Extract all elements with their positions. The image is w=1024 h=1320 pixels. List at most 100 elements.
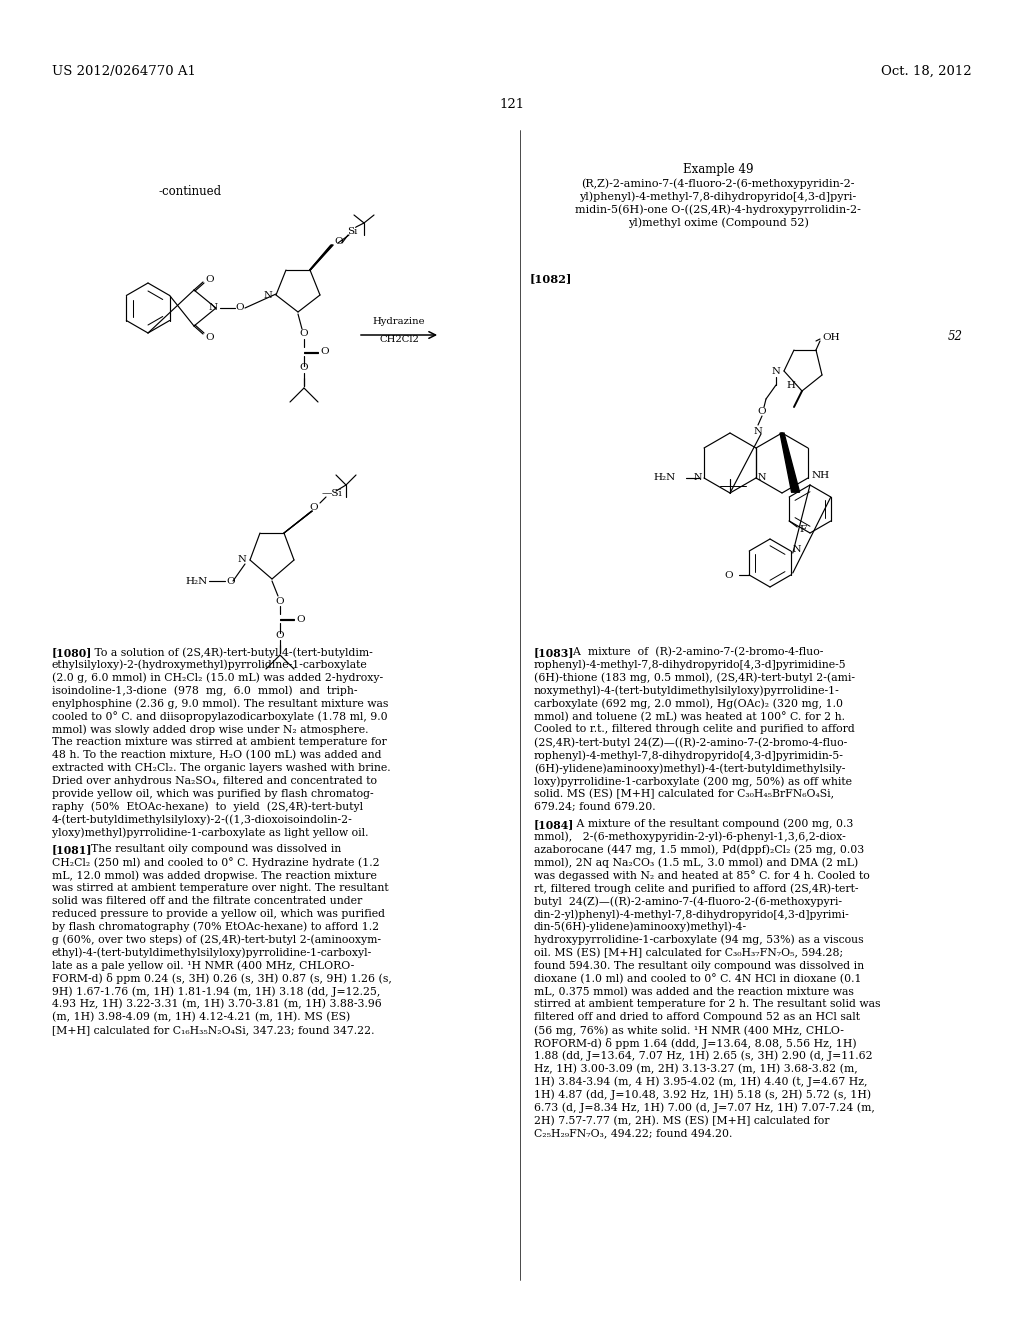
- Text: mmol) was slowly added drop wise under N₂ atmosphere.: mmol) was slowly added drop wise under N…: [52, 725, 369, 735]
- Text: (56 mg, 76%) as white solid. ¹H NMR (400 MHz, CHLO-: (56 mg, 76%) as white solid. ¹H NMR (400…: [534, 1026, 844, 1036]
- Text: mmol),   2-(6-methoxypyridin-2-yl)-6-phenyl-1,3,6,2-diox-: mmol), 2-(6-methoxypyridin-2-yl)-6-pheny…: [534, 832, 846, 842]
- Text: [M+H] calculated for C₁₆H₃₅N₂O₄Si, 347.23; found 347.22.: [M+H] calculated for C₁₆H₃₅N₂O₄Si, 347.2…: [52, 1026, 375, 1035]
- Text: F: F: [799, 524, 806, 533]
- Text: midin-5(6H)-one O-((2S,4R)-4-hydroxypyrrolidin-2-: midin-5(6H)-one O-((2S,4R)-4-hydroxypyrr…: [575, 205, 861, 215]
- Text: noxymethyl)-4-(tert-butyldimethylsilyloxy)pyrrolidine-1-: noxymethyl)-4-(tert-butyldimethylsilylox…: [534, 685, 840, 696]
- Text: N: N: [209, 304, 217, 313]
- Polygon shape: [780, 433, 800, 492]
- Text: C₂₅H₂₉FN₇O₃, 494.22; found 494.20.: C₂₅H₂₉FN₇O₃, 494.22; found 494.20.: [534, 1129, 732, 1138]
- Text: [1080]: [1080]: [52, 647, 92, 657]
- Text: N: N: [238, 556, 246, 565]
- Text: O: O: [296, 615, 304, 623]
- Text: yl)methyl oxime (Compound 52): yl)methyl oxime (Compound 52): [628, 216, 808, 227]
- Text: H: H: [786, 380, 795, 389]
- Text: rophenyl)-4-methyl-7,8-dihydropyrido[4,3-d]pyrimidine-5: rophenyl)-4-methyl-7,8-dihydropyrido[4,3…: [534, 660, 847, 671]
- Text: 4.93 Hz, 1H) 3.22-3.31 (m, 1H) 3.70-3.81 (m, 1H) 3.88-3.96: 4.93 Hz, 1H) 3.22-3.31 (m, 1H) 3.70-3.81…: [52, 999, 382, 1010]
- Text: found 594.30. The resultant oily compound was dissolved in: found 594.30. The resultant oily compoun…: [534, 961, 864, 970]
- Text: 52: 52: [948, 330, 963, 343]
- Text: 9H) 1.67-1.76 (m, 1H) 1.81-1.94 (m, 1H) 3.18 (dd, J=12.25,: 9H) 1.67-1.76 (m, 1H) 1.81-1.94 (m, 1H) …: [52, 986, 380, 997]
- Text: [1084]: [1084]: [534, 818, 574, 830]
- Text: 48 h. To the reaction mixture, H₂O (100 mL) was added and: 48 h. To the reaction mixture, H₂O (100 …: [52, 750, 382, 760]
- Text: [1082]: [1082]: [530, 273, 572, 284]
- Text: Si: Si: [347, 227, 357, 235]
- Text: (R,Z)-2-amino-7-(4-fluoro-2-(6-methoxypyridin-2-: (R,Z)-2-amino-7-(4-fluoro-2-(6-methoxypy…: [582, 178, 855, 189]
- Text: oil. MS (ES) [M+H] calculated for C₃₀H₃₇FN₇O₅, 594.28;: oil. MS (ES) [M+H] calculated for C₃₀H₃₇…: [534, 948, 843, 958]
- Text: reduced pressure to provide a yellow oil, which was purified: reduced pressure to provide a yellow oil…: [52, 909, 385, 919]
- Text: O: O: [226, 577, 236, 586]
- Text: 2H) 7.57-7.77 (m, 2H). MS (ES) [M+H] calculated for: 2H) 7.57-7.77 (m, 2H). MS (ES) [M+H] cal…: [534, 1115, 829, 1126]
- Text: 1H) 4.87 (dd, J=10.48, 3.92 Hz, 1H) 5.18 (s, 2H) 5.72 (s, 1H): 1H) 4.87 (dd, J=10.48, 3.92 Hz, 1H) 5.18…: [534, 1089, 871, 1100]
- Text: A mixture of the resultant compound (200 mg, 0.3: A mixture of the resultant compound (200…: [566, 818, 853, 829]
- Text: 679.24; found 679.20.: 679.24; found 679.20.: [534, 801, 655, 812]
- Text: mL, 0.375 mmol) was added and the reaction mixture was: mL, 0.375 mmol) was added and the reacti…: [534, 986, 854, 997]
- Text: ethylsilyloxy)-2-(hydroxymethyl)pyrrolidine-1-carboxylate: ethylsilyloxy)-2-(hydroxymethyl)pyrrolid…: [52, 660, 368, 671]
- Text: 1.88 (dd, J=13.64, 7.07 Hz, 1H) 2.65 (s, 3H) 2.90 (d, J=11.62: 1.88 (dd, J=13.64, 7.07 Hz, 1H) 2.65 (s,…: [534, 1051, 872, 1061]
- Text: mmol), 2N aq Na₂CO₃ (1.5 mL, 3.0 mmol) and DMA (2 mL): mmol), 2N aq Na₂CO₃ (1.5 mL, 3.0 mmol) a…: [534, 858, 858, 869]
- Text: -continued: -continued: [159, 185, 221, 198]
- Text: carboxylate (692 mg, 2.0 mmol), Hg(OAc)₂ (320 mg, 1.0: carboxylate (692 mg, 2.0 mmol), Hg(OAc)₂…: [534, 698, 843, 709]
- Text: rt, filtered trough celite and purified to afford (2S,4R)-tert-: rt, filtered trough celite and purified …: [534, 883, 858, 894]
- Text: cooled to 0° C. and diisopropylazodicarboxylate (1.78 ml, 9.0: cooled to 0° C. and diisopropylazodicarb…: [52, 711, 388, 722]
- Text: azaborocane (447 mg, 1.5 mmol), Pd(dppf)₂Cl₂ (25 mg, 0.03: azaborocane (447 mg, 1.5 mmol), Pd(dppf)…: [534, 845, 864, 855]
- Text: OH: OH: [822, 333, 840, 342]
- Text: O: O: [725, 570, 733, 579]
- Text: [1081]: [1081]: [52, 845, 92, 855]
- Text: 121: 121: [500, 98, 524, 111]
- Text: yloxy)methyl)pyrrolidine-1-carboxylate as light yellow oil.: yloxy)methyl)pyrrolidine-1-carboxylate a…: [52, 828, 369, 838]
- Text: [1083]: [1083]: [534, 647, 574, 657]
- Text: O: O: [334, 236, 343, 246]
- Text: O: O: [275, 597, 285, 606]
- Text: was degassed with N₂ and heated at 85° C. for 4 h. Cooled to: was degassed with N₂ and heated at 85° C…: [534, 870, 869, 882]
- Text: rophenyl)-4-methyl-7,8-dihydropyrido[4,3-d]pyrimidin-5-: rophenyl)-4-methyl-7,8-dihydropyrido[4,3…: [534, 750, 844, 760]
- Text: O: O: [758, 407, 766, 416]
- Text: mL, 12.0 mmol) was added dropwise. The reaction mixture: mL, 12.0 mmol) was added dropwise. The r…: [52, 870, 377, 880]
- Text: g (60%, over two steps) of (2S,4R)-tert-butyl 2-(aminooxym-: g (60%, over two steps) of (2S,4R)-tert-…: [52, 935, 381, 945]
- Text: was stirred at ambient temperature over night. The resultant: was stirred at ambient temperature over …: [52, 883, 389, 894]
- Text: O: O: [205, 275, 214, 284]
- Text: (6H)-thione (183 mg, 0.5 mmol), (2S,4R)-tert-butyl 2-(ami-: (6H)-thione (183 mg, 0.5 mmol), (2S,4R)-…: [534, 673, 855, 684]
- Text: by flash chromatography (70% EtOAc-hexane) to afford 1.2: by flash chromatography (70% EtOAc-hexan…: [52, 921, 379, 932]
- Text: To a solution of (2S,4R)-tert-butyl 4-(tert-butyldim-: To a solution of (2S,4R)-tert-butyl 4-(t…: [84, 647, 373, 657]
- Text: FORM-d) δ ppm 0.24 (s, 3H) 0.26 (s, 3H) 0.87 (s, 9H) 1.26 (s,: FORM-d) δ ppm 0.24 (s, 3H) 0.26 (s, 3H) …: [52, 974, 392, 985]
- Text: extracted with CH₂Cl₂. The organic layers washed with brine.: extracted with CH₂Cl₂. The organic layer…: [52, 763, 390, 774]
- Text: O: O: [205, 334, 214, 342]
- Text: N: N: [771, 367, 780, 375]
- Text: O: O: [300, 363, 308, 372]
- Text: 4-(tert-butyldimethylsilyloxy)-2-((1,3-dioxoisoindolin-2-: 4-(tert-butyldimethylsilyloxy)-2-((1,3-d…: [52, 814, 352, 825]
- Text: (2.0 g, 6.0 mmol) in CH₂Cl₂ (15.0 mL) was added 2-hydroxy-: (2.0 g, 6.0 mmol) in CH₂Cl₂ (15.0 mL) wa…: [52, 673, 383, 684]
- Text: A  mixture  of  (R)-2-amino-7-(2-bromo-4-fluo-: A mixture of (R)-2-amino-7-(2-bromo-4-fl…: [566, 647, 823, 657]
- Text: O: O: [236, 304, 245, 313]
- Text: Example 49: Example 49: [683, 162, 754, 176]
- Text: O: O: [319, 347, 329, 356]
- Text: N: N: [263, 290, 272, 300]
- Text: filtered off and dried to afford Compound 52 as an HCl salt: filtered off and dried to afford Compoun…: [534, 1012, 860, 1022]
- Text: raphy  (50%  EtOAc-hexane)  to  yield  (2S,4R)-tert-butyl: raphy (50% EtOAc-hexane) to yield (2S,4R…: [52, 801, 364, 812]
- Text: O: O: [309, 503, 318, 511]
- Text: mmol) and toluene (2 mL) was heated at 100° C. for 2 h.: mmol) and toluene (2 mL) was heated at 1…: [534, 711, 845, 722]
- Text: CH2Cl2: CH2Cl2: [379, 334, 419, 343]
- Text: NH: NH: [812, 471, 830, 480]
- Text: Hydrazine: Hydrazine: [373, 317, 425, 326]
- Text: stirred at ambient temperature for 2 h. The resultant solid was: stirred at ambient temperature for 2 h. …: [534, 999, 881, 1010]
- Text: H₂N: H₂N: [186, 577, 208, 586]
- Text: provide yellow oil, which was purified by flash chromatog-: provide yellow oil, which was purified b…: [52, 789, 374, 799]
- Text: solid. MS (ES) [M+H] calculated for C₃₀H₄₅BrFN₆O₄Si,: solid. MS (ES) [M+H] calculated for C₃₀H…: [534, 789, 835, 799]
- Text: butyl  24(Z)—((R)-2-amino-7-(4-fluoro-2-(6-methoxypyri-: butyl 24(Z)—((R)-2-amino-7-(4-fluoro-2-(…: [534, 896, 842, 907]
- Text: solid was filtered off and the filtrate concentrated under: solid was filtered off and the filtrate …: [52, 896, 362, 906]
- Text: O: O: [300, 330, 308, 338]
- Text: Oct. 18, 2012: Oct. 18, 2012: [882, 65, 972, 78]
- Text: yl)phenyl)-4-methyl-7,8-dihydropyrido[4,3-d]pyri-: yl)phenyl)-4-methyl-7,8-dihydropyrido[4,…: [580, 191, 857, 202]
- Text: Cooled to r.t., filtered through celite and purified to afford: Cooled to r.t., filtered through celite …: [534, 725, 855, 734]
- Text: Dried over anhydrous Na₂SO₄, filtered and concentrated to: Dried over anhydrous Na₂SO₄, filtered an…: [52, 776, 377, 785]
- Text: The resultant oily compound was dissolved in: The resultant oily compound was dissolve…: [84, 845, 341, 854]
- Text: ethyl)-4-(tert-butyldimethylsilyloxy)pyrrolidine-1-carboxyl-: ethyl)-4-(tert-butyldimethylsilyloxy)pyr…: [52, 948, 373, 958]
- Text: The reaction mixture was stirred at ambient temperature for: The reaction mixture was stirred at ambi…: [52, 738, 387, 747]
- Text: din-2-yl)phenyl)-4-methyl-7,8-dihydropyrido[4,3-d]pyrimi-: din-2-yl)phenyl)-4-methyl-7,8-dihydropyr…: [534, 909, 850, 920]
- Text: late as a pale yellow oil. ¹H NMR (400 MHz, CHLORO-: late as a pale yellow oil. ¹H NMR (400 M…: [52, 961, 354, 972]
- Text: enylphosphine (2.36 g, 9.0 mmol). The resultant mixture was: enylphosphine (2.36 g, 9.0 mmol). The re…: [52, 698, 388, 709]
- Text: —Si: —Si: [322, 488, 342, 498]
- Text: 6.73 (d, J=8.34 Hz, 1H) 7.00 (d, J=7.07 Hz, 1H) 7.07-7.24 (m,: 6.73 (d, J=8.34 Hz, 1H) 7.00 (d, J=7.07 …: [534, 1102, 874, 1113]
- Text: (6H)-ylidene)aminooxy)methyl)-4-(tert-butyldimethylsily-: (6H)-ylidene)aminooxy)methyl)-4-(tert-bu…: [534, 763, 846, 774]
- Text: ROFORM-d) δ ppm 1.64 (ddd, J=13.64, 8.08, 5.56 Hz, 1H): ROFORM-d) δ ppm 1.64 (ddd, J=13.64, 8.08…: [534, 1038, 857, 1049]
- Text: N: N: [693, 474, 702, 483]
